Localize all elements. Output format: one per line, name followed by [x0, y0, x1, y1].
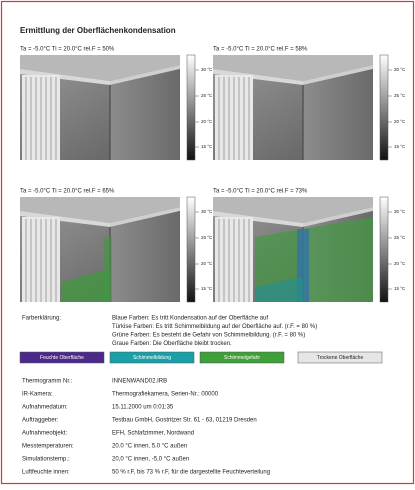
scale-label: 25 °C [201, 235, 213, 240]
thermogram [213, 197, 373, 302]
scale-label: 20 °C [394, 119, 406, 124]
legend-line: Grüne Farben: Es besteht die Gefahr von … [112, 333, 305, 339]
scale-label: 30 °C [201, 67, 213, 72]
scale-label: 25 °C [394, 235, 406, 240]
scale-label: 15 °C [394, 286, 406, 291]
info-label: Aufnahmedatum: [22, 405, 68, 411]
info-value: INNENWAND02.IRB [112, 379, 167, 385]
scale-label: 25 °C [201, 93, 213, 98]
color-key-label: Schimmelbildung [133, 355, 171, 361]
thermo-image [20, 55, 180, 160]
panel-caption: Ta = -5.0°C Ti = 20.0°C rel.F = 73% [213, 189, 308, 195]
color-key-label: Trockene Oberfläche [317, 355, 364, 361]
scale-bar [187, 197, 195, 302]
scale-bar [380, 55, 388, 160]
info-label: Thermogramm Nr.: [22, 379, 73, 385]
info-value: 50 % r.F, bis 73 % r.F, für die dargeste… [112, 470, 270, 476]
info-label: Messtemperaturen: [22, 444, 74, 450]
thermo-image [213, 55, 373, 160]
scale-label: 15 °C [201, 286, 213, 291]
scale-bar [380, 197, 388, 302]
info-label: IR-Kamera: [22, 392, 53, 398]
panel-caption: Ta = -5.0°C Ti = 20.0°C rel.F = 65% [20, 189, 115, 195]
legend-line: Graue Farben: Die Oberfläche bleibt troc… [112, 341, 232, 347]
scale-label: 30 °C [394, 209, 406, 214]
info-label: Luftfeuchte innen: [22, 470, 70, 476]
thermogram [213, 55, 373, 160]
info-label: Aufnahmeobjekt: [22, 431, 67, 437]
scale-bar [187, 55, 195, 160]
panel-caption: Ta = -5.0°C Ti = 20.0°C rel.F = 50% [20, 47, 115, 53]
info-value: 20,0 °C innen, -5,0 °C außen [112, 457, 189, 463]
info-value: 20.0 °C innen, 5.0 °C außen [112, 444, 187, 450]
legend-line: Blaue Farben: Es tritt Kondensation auf … [112, 316, 268, 322]
info-value: Thermografiekamera, Serien-Nr.: 00000 [112, 392, 219, 398]
scale-label: 20 °C [201, 261, 213, 266]
scale-label: 30 °C [201, 209, 213, 214]
scale-label: 20 °C [394, 261, 406, 266]
scale-label: 15 °C [201, 144, 213, 149]
scale-label: 30 °C [394, 67, 406, 72]
info-value: 15.11.2000 um 0:01:35 [112, 405, 174, 411]
title: Ermittlung der Oberflächenkondensation [20, 26, 176, 35]
info-value: EFH, Schlafzimmer, Nordwand [112, 431, 194, 437]
info-value: Testbau GmbH, Gostritzer Str. 61 - 63, 0… [112, 418, 257, 424]
scale-label: 15 °C [394, 144, 406, 149]
color-key-label: Feuchte Oberfläche [40, 355, 84, 361]
info-label: Auftraggeber: [22, 418, 59, 424]
page: Ermittlung der Oberflächenkondensation F… [0, 0, 415, 485]
panel-caption: Ta = -5.0°C Ti = 20.0°C rel.F = 58% [213, 47, 308, 53]
scale-label: 20 °C [201, 119, 213, 124]
thermogram [20, 197, 180, 302]
scale-label: 25 °C [394, 93, 406, 98]
info-label: Simulationstemp.: [22, 457, 70, 463]
legend-label: Farberklärung: [22, 316, 61, 322]
thermogram [20, 55, 180, 160]
mold-risk-area [104, 237, 112, 302]
legend-line: Türkise Farben: Es tritt Schimmelbildung… [112, 324, 317, 330]
color-key-label: Schimmelgefahr [224, 355, 260, 361]
